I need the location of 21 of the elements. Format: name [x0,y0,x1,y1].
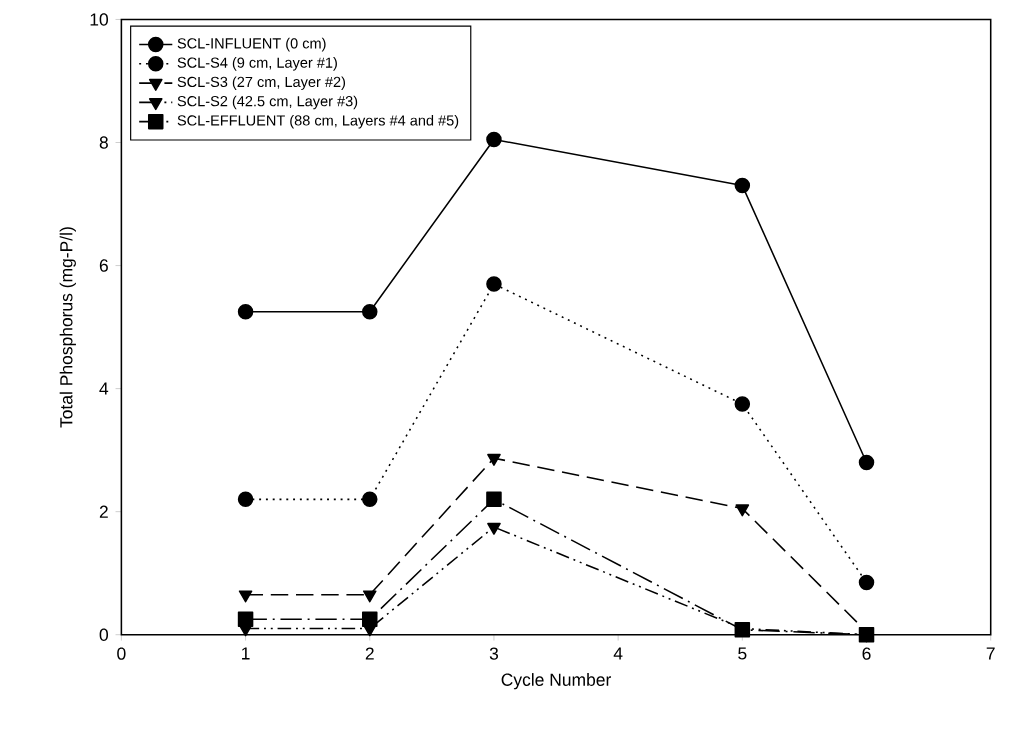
x-tick-label: 7 [986,647,995,660]
legend-label: SCL-INFLUENT (0 cm) [177,37,326,52]
legend-label: SCL-EFFLUENT (88 cm, Layers #4 and #5) [177,114,459,129]
y-tick-label: 6 [99,259,108,272]
x-tick-label: 2 [365,647,374,660]
x-tick-label: 5 [738,647,747,660]
x-tick-label: 3 [489,647,499,660]
x-tick-label: 6 [862,647,871,660]
y-axis-title: Total Phosphorus (mg-P/l) [59,227,76,428]
legend-label: SCL-S2 (42.5 cm, Layer #3) [177,95,358,110]
legend-label: SCL-S4 (9 cm, Layer #1) [177,57,337,71]
y-tick-label: 4 [99,382,109,395]
y-tick-label: 8 [99,136,108,149]
y-tick-label: 2 [99,505,108,518]
y-tick-label: 10 [90,13,109,26]
y-tick-label: 0 [99,628,109,641]
x-tick-label: 0 [117,647,126,660]
x-tick-label: 1 [242,647,250,660]
legend-label: SCL-S3 (27 cm, Layer #2) [177,76,346,90]
x-tick-label: 4 [613,647,623,660]
x-axis-title: Cycle Number [501,673,612,690]
